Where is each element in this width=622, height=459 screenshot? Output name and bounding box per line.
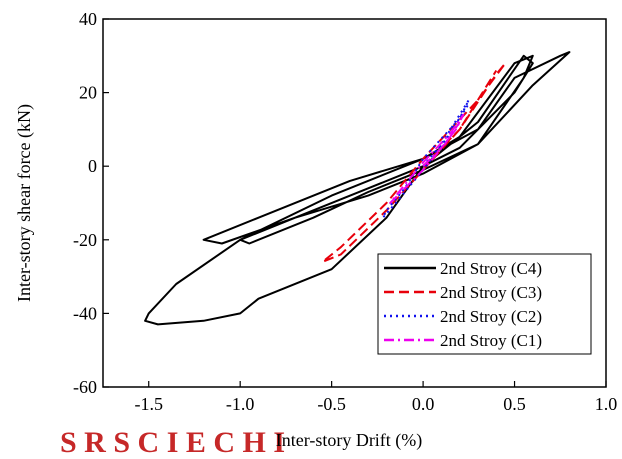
y-tick-label: 0 xyxy=(88,156,97,176)
x-tick-label: -1.0 xyxy=(226,394,255,414)
y-tick-label: 40 xyxy=(79,9,97,29)
x-tick-label: -0.5 xyxy=(317,394,346,414)
watermark: S R S C I E C H I xyxy=(60,426,285,459)
x-tick-label: 1.0 xyxy=(595,394,618,414)
y-tick-label: -20 xyxy=(73,230,97,250)
legend-label: 2nd Stroy (C3) xyxy=(440,283,542,302)
x-tick-label: -1.5 xyxy=(134,394,163,414)
x-tick-label: 0.5 xyxy=(503,394,526,414)
legend-label: 2nd Stroy (C1) xyxy=(440,331,542,350)
legend-label: 2nd Stroy (C2) xyxy=(440,307,542,326)
legend-label: 2nd Stroy (C4) xyxy=(440,259,542,278)
x-axis-label: Inter-story Drift (%) xyxy=(276,430,423,451)
legend-box xyxy=(377,253,592,355)
x-tick-label: 0.0 xyxy=(412,394,435,414)
y-tick-label: 20 xyxy=(79,83,97,103)
series-layer xyxy=(144,51,571,326)
y-tick-label: -40 xyxy=(73,303,97,323)
y-tick-label: -60 xyxy=(73,377,97,397)
series-line-4 xyxy=(389,113,465,204)
legend: 2nd Stroy (C4) 2nd Stroy (C3) 2nd Stroy (C… xyxy=(377,253,592,355)
ticks-layer: -1.5 -1.0 -0.5 0.0 0.5 1.0 -60 -40 -20 0 20 40 xyxy=(73,9,617,414)
watermark-text: S R S C I E C H I xyxy=(60,426,285,459)
y-axis-label: Inter-story shear force (kN) xyxy=(14,104,35,302)
series-line-2 xyxy=(321,62,507,263)
series-line-1 xyxy=(144,51,571,326)
